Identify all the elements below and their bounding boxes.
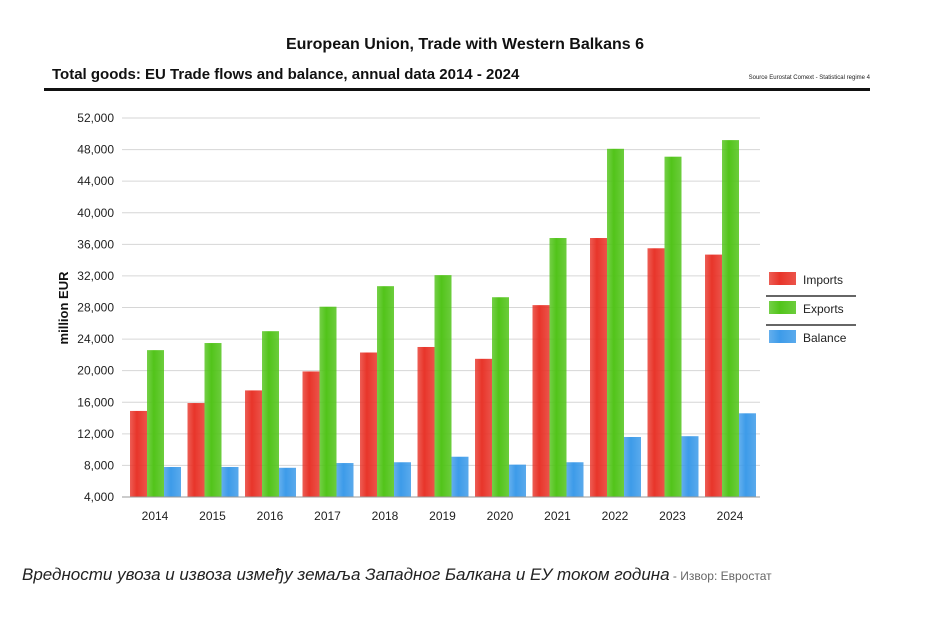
y-tick-label: 36,000: [77, 237, 114, 251]
x-tick-label: 2022: [602, 509, 629, 523]
bar-imports-2019: [417, 346, 435, 497]
y-tick-label: 24,000: [77, 332, 114, 346]
y-tick-label: 20,000: [77, 364, 114, 378]
bar-imports-2021: [532, 305, 550, 497]
x-tick-label: 2014: [142, 509, 169, 523]
caption-source: - Извор: Евростат: [669, 569, 772, 583]
y-tick-label: 4,000: [84, 490, 114, 504]
y-axis-label: million EUR: [56, 271, 71, 345]
legend-label-imports: Imports: [803, 273, 843, 287]
bar-balance-2022: [624, 436, 641, 497]
bar-imports-2023: [647, 248, 665, 497]
header-rule: [44, 88, 870, 91]
bar-imports-2024: [705, 254, 722, 497]
y-tick-label: 48,000: [77, 143, 114, 157]
bar-balance-2016: [279, 467, 296, 497]
bar-balance-2023: [681, 436, 699, 497]
legend-swatch-balance: [769, 330, 796, 343]
x-tick-label: 2021: [544, 509, 571, 523]
x-tick-label: 2018: [372, 509, 399, 523]
y-tick-label: 8,000: [84, 458, 114, 472]
y-tick-label: 44,000: [77, 174, 114, 188]
legend-label-exports: Exports: [803, 302, 844, 316]
bar-exports-2023: [664, 156, 682, 498]
bar-balance-2018: [394, 462, 411, 497]
bar-exports-2014: [147, 350, 164, 497]
chart-title: European Union, Trade with Western Balka…: [285, 36, 644, 53]
bar-balance-2015: [221, 466, 239, 497]
bar-exports-2021: [549, 238, 567, 497]
bar-balance-2020: [509, 464, 526, 497]
y-tick-label: 32,000: [77, 269, 114, 283]
bar-balance-2019: [451, 456, 469, 497]
y-tick-label: 52,000: [77, 111, 114, 125]
source-note: Source Eurostat Comext - Statistical reg…: [748, 75, 870, 81]
bar-exports-2024: [722, 140, 739, 497]
y-tick-label: 28,000: [77, 301, 114, 315]
bar-imports-2020: [475, 358, 492, 497]
caption-text: Вредности увоза и извоза између земаља З…: [22, 565, 670, 584]
bar-imports-2014: [130, 410, 147, 497]
bar-chart: 4,000 8,000 12,000 16,000 20,000 24,000 28,000…: [56, 111, 856, 523]
x-tick-label: 2019: [429, 509, 456, 523]
legend-swatch-imports: [769, 272, 796, 285]
bar-exports-2020: [492, 297, 509, 497]
bar-balance-2021: [566, 462, 584, 497]
bar-imports-2017: [302, 371, 320, 497]
bar-balance-2017: [336, 463, 354, 497]
bar-imports-2018: [360, 352, 377, 497]
bar-exports-2022: [607, 148, 624, 497]
bar-exports-2019: [434, 275, 452, 497]
y-tick-label: 16,000: [77, 395, 114, 409]
chart-subtitle: Total goods: EU Trade flows and balance,…: [52, 66, 520, 83]
bar-exports-2016: [262, 331, 279, 497]
y-tick-label: 40,000: [77, 206, 114, 220]
x-tick-label: 2016: [257, 509, 284, 523]
image-caption: Вредности увоза и извоза између земаља З…: [22, 563, 902, 588]
bar-imports-2015: [187, 403, 205, 497]
y-tick-label: 12,000: [77, 427, 114, 441]
legend-swatch-exports: [769, 301, 796, 314]
bar-exports-2017: [319, 306, 337, 497]
x-tick-label: 2017: [314, 509, 341, 523]
bar-imports-2016: [245, 390, 262, 497]
bar-exports-2015: [204, 343, 222, 497]
bar-balance-2014: [164, 466, 181, 497]
x-tick-label: 2015: [199, 509, 226, 523]
bar-balance-2024: [739, 413, 756, 497]
x-tick-label: 2020: [487, 509, 514, 523]
x-tick-label: 2024: [717, 509, 744, 523]
x-tick-label: 2023: [659, 509, 686, 523]
legend-label-balance: Balance: [803, 331, 847, 345]
bar-imports-2022: [590, 238, 607, 497]
bar-exports-2018: [377, 286, 394, 497]
